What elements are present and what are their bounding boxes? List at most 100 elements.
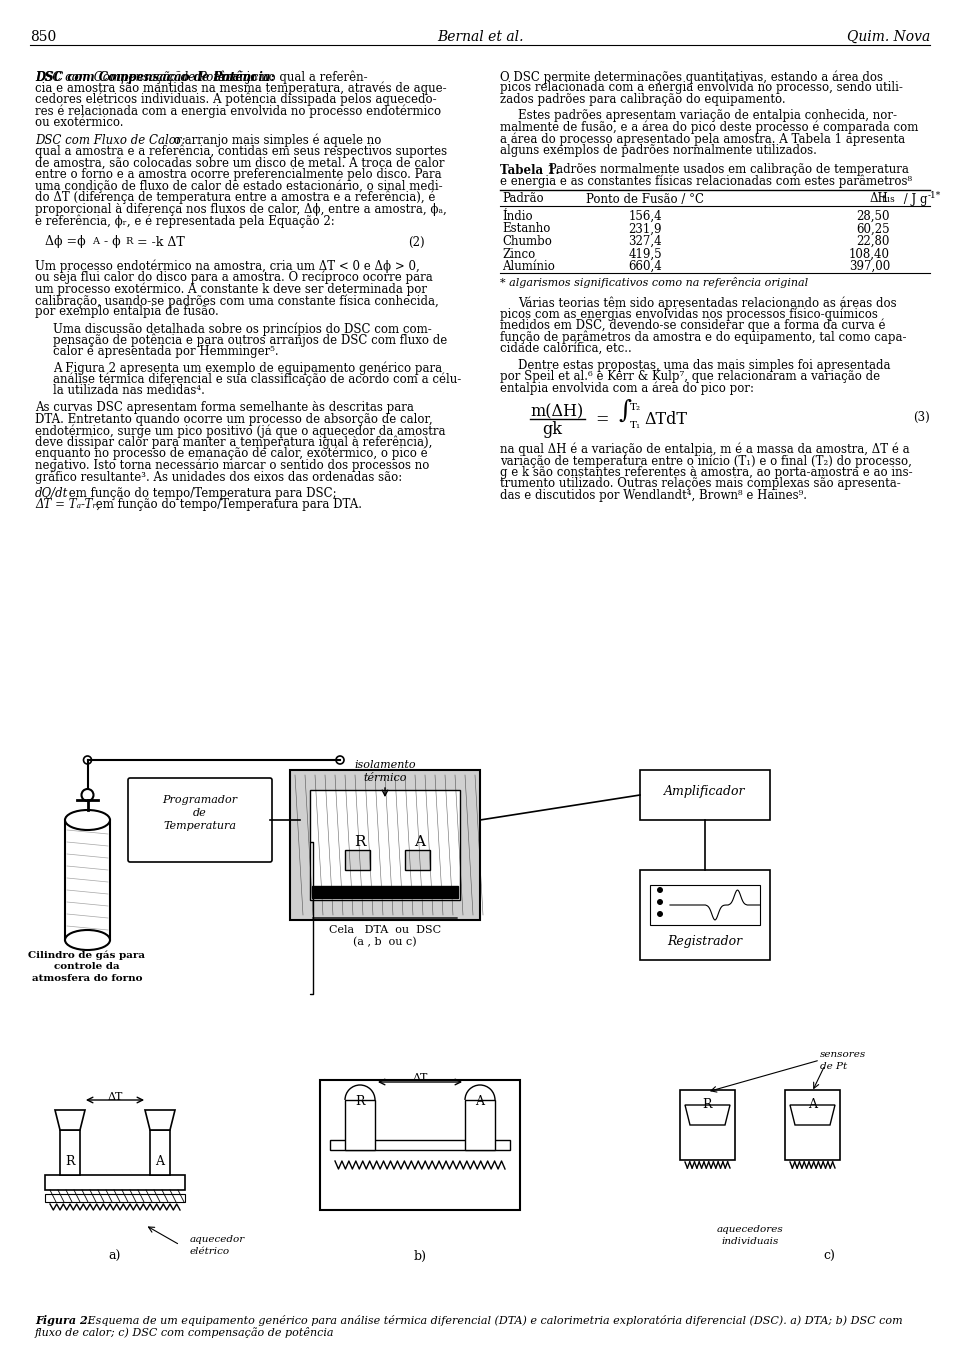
- Text: uma condição de fluxo de calor de estado estacionário, o sinal medi-: uma condição de fluxo de calor de estado…: [35, 179, 443, 193]
- Text: 327,4: 327,4: [628, 235, 661, 248]
- Text: atmosfera do forno: atmosfera do forno: [32, 974, 142, 983]
- Text: -1*: -1*: [928, 190, 941, 199]
- Text: aquecedor: aquecedor: [190, 1235, 245, 1243]
- Text: entalpia envolvida com a área do pico por:: entalpia envolvida com a área do pico po…: [500, 381, 754, 395]
- Text: c): c): [823, 1250, 835, 1262]
- Text: zados padrões para calibração do equipamento.: zados padrões para calibração do equipam…: [500, 94, 785, 106]
- Text: endotérmico, surge um pico positivo (já que o aquecedor da amostra: endotérmico, surge um pico positivo (já …: [35, 424, 445, 438]
- Ellipse shape: [65, 810, 110, 830]
- Text: medidos em DSC, devendo-se considerar que a forma da curva é: medidos em DSC, devendo-se considerar qu…: [500, 319, 885, 332]
- Text: Padrão: Padrão: [502, 193, 543, 206]
- Polygon shape: [145, 1111, 175, 1130]
- Text: * algarismos significativos como na referência original: * algarismos significativos como na refe…: [500, 277, 808, 287]
- Text: 60,25: 60,25: [856, 222, 890, 236]
- Text: Ponto de Fusão / °C: Ponto de Fusão / °C: [586, 193, 704, 206]
- Text: Cilindro de gás para: Cilindro de gás para: [29, 951, 146, 960]
- Text: dQ/dt: dQ/dt: [35, 487, 68, 499]
- Text: Chumbo: Chumbo: [502, 235, 552, 248]
- Text: Esquema de um equipamento genérico para análise térmica diferencial (DTA) e calo: Esquema de um equipamento genérico para …: [84, 1315, 902, 1326]
- Text: malmente de fusão, e a área do pico deste processo é comparada com: malmente de fusão, e a área do pico dest…: [500, 121, 919, 134]
- Bar: [290, 770, 480, 919]
- Polygon shape: [60, 1130, 80, 1176]
- Text: das e discutidos por Wendlandt⁴, Brown⁸ e Haines⁹.: das e discutidos por Wendlandt⁴, Brown⁸ …: [500, 490, 807, 502]
- Text: A: A: [415, 835, 425, 849]
- Text: 660,4: 660,4: [628, 260, 661, 273]
- Text: R: R: [125, 237, 132, 247]
- Bar: [405, 850, 430, 871]
- Text: gráfico resultante³. As unidades dos eixos das ordenadas são:: gráfico resultante³. As unidades dos eix…: [35, 471, 402, 484]
- Text: (3): (3): [913, 411, 930, 424]
- Text: deve dissipar calor para manter a temperatura igual à referência),: deve dissipar calor para manter a temper…: [35, 435, 432, 449]
- Text: em função do tempo/Temperatura para DTA.: em função do tempo/Temperatura para DTA.: [92, 498, 362, 511]
- Bar: [312, 885, 458, 898]
- Text: R: R: [355, 1096, 365, 1108]
- Text: Amplificador: Amplificador: [664, 785, 746, 797]
- Text: Dentre estas propostas, uma das mais simples foi apresentada: Dentre estas propostas, uma das mais sim…: [518, 358, 891, 372]
- Bar: [45, 1176, 185, 1191]
- Text: / J g: / J g: [900, 193, 927, 206]
- Text: enquanto no processo de emanação de calor, exotérmico, o pico é: enquanto no processo de emanação de calo…: [35, 447, 427, 461]
- Text: Programador: Programador: [162, 795, 237, 805]
- Text: negativo. Isto torna necessário marcar o sentido dos processos no: negativo. Isto torna necessário marcar o…: [35, 458, 429, 472]
- Text: Δϕ =ϕ: Δϕ =ϕ: [45, 236, 85, 248]
- Text: a): a): [108, 1250, 121, 1262]
- Text: =: =: [595, 411, 609, 428]
- Text: isolamento: isolamento: [354, 759, 416, 770]
- Text: Padrões normalmente usados em calibração de temperatura: Padrões normalmente usados em calibração…: [545, 164, 909, 176]
- Text: 156,4: 156,4: [628, 210, 661, 222]
- Text: A Figura 2 apresenta um exemplo de equipamento genérico para: A Figura 2 apresenta um exemplo de equip…: [53, 362, 443, 376]
- Text: As curvas DSC apresentam forma semelhante às descritas para: As curvas DSC apresentam forma semelhant…: [35, 401, 414, 414]
- Polygon shape: [465, 1100, 495, 1150]
- Text: ΔT: ΔT: [108, 1092, 123, 1102]
- Text: Estes padrões apresentam variação de entalpia conhecida, nor-: Estes padrões apresentam variação de ent…: [518, 110, 897, 122]
- Text: aquecedores: aquecedores: [716, 1224, 783, 1234]
- FancyBboxPatch shape: [128, 778, 272, 862]
- Text: controle da: controle da: [54, 961, 120, 971]
- Text: (a , b  ou c): (a , b ou c): [353, 937, 417, 948]
- Text: elétrico: elétrico: [190, 1248, 230, 1256]
- Text: ∫: ∫: [618, 400, 631, 423]
- Text: arranjo no qual a referên-: arranjo no qual a referên-: [210, 71, 368, 84]
- Circle shape: [657, 911, 663, 917]
- Text: cedores elétricos individuais. A potência dissipada pelos aquecedo-: cedores elétricos individuais. A potênci…: [35, 94, 437, 107]
- Text: alguns exemplos de padrões normalmente utilizados.: alguns exemplos de padrões normalmente u…: [500, 144, 817, 157]
- Text: e referência, ϕᵣ, e é representada pela Equação 2:: e referência, ϕᵣ, e é representada pela …: [35, 214, 335, 228]
- Text: Temperatura: Temperatura: [163, 820, 236, 831]
- Text: a área do processo apresentado pela amostra. A Tabela 1 apresenta: a área do processo apresentado pela amos…: [500, 133, 905, 146]
- Bar: [785, 1090, 840, 1159]
- Text: 28,50: 28,50: [856, 210, 890, 222]
- Text: 231,9: 231,9: [628, 222, 661, 236]
- Text: A: A: [808, 1098, 817, 1111]
- Text: Alumínio: Alumínio: [502, 260, 555, 273]
- Text: ΔTdT: ΔTdT: [644, 411, 687, 428]
- Text: Estanho: Estanho: [502, 222, 550, 236]
- Bar: [680, 1090, 735, 1159]
- Text: Um processo endotérmico na amostra, cria um ΔT < 0 e Δϕ > 0,: Um processo endotérmico na amostra, cria…: [35, 259, 420, 273]
- Text: g e k são constantes referentes à amostra, ao porta-amostra e ao ins-: g e k são constantes referentes à amostr…: [500, 466, 913, 479]
- Text: fus: fus: [882, 194, 896, 203]
- Text: por Speil et al.⁶ e Kerr & Kulp⁷, que relacionaram a variação de: por Speil et al.⁶ e Kerr & Kulp⁷, que re…: [500, 370, 880, 382]
- Polygon shape: [65, 820, 110, 940]
- Text: em função do tempo/Temperatura para DSC;: em função do tempo/Temperatura para DSC;: [65, 487, 337, 499]
- Text: calibração, usando-se padrões com uma constante física conhecida,: calibração, usando-se padrões com uma co…: [35, 294, 439, 308]
- Text: picos relacionada com a energia envolvida no processo, sendo utili-: picos relacionada com a energia envolvid…: [500, 81, 902, 95]
- Bar: [650, 885, 760, 925]
- Text: DTA. Entretanto quando ocorre um processo de absorção de calor,: DTA. Entretanto quando ocorre um process…: [35, 412, 433, 426]
- Text: A: A: [475, 1096, 485, 1108]
- Text: (2): (2): [408, 236, 425, 248]
- Text: proporcional à diferença nos fluxos de calor, Δϕ, entre a amostra, ϕₐ,: proporcional à diferença nos fluxos de c…: [35, 202, 446, 216]
- Text: cia e amostra são mantidas na mesma temperatura, através de aque-: cia e amostra são mantidas na mesma temp…: [35, 81, 446, 95]
- Text: 108,40: 108,40: [849, 248, 890, 260]
- Text: sensores: sensores: [820, 1050, 866, 1059]
- Text: calor é apresentada por Hemminger⁵.: calor é apresentada por Hemminger⁵.: [53, 344, 278, 358]
- Polygon shape: [55, 1111, 85, 1130]
- Text: Registrador: Registrador: [667, 936, 743, 948]
- Text: na qual ΔH é a variação de entalpia, m é a massa da amostra, ΔT é a: na qual ΔH é a variação de entalpia, m é…: [500, 443, 910, 457]
- Text: um processo exotérmico. A constante k deve ser determinada por: um processo exotérmico. A constante k de…: [35, 282, 427, 296]
- Text: variação de temperatura entre o início (T₁) e o final (T₂) do processo,: variação de temperatura entre o início (…: [500, 454, 912, 468]
- Text: pensação de potência e para outros arranjos de DSC com fluxo de: pensação de potência e para outros arran…: [53, 334, 447, 347]
- Text: - ϕ: - ϕ: [100, 236, 121, 248]
- Text: 22,80: 22,80: [856, 235, 890, 248]
- Text: do ΔT (diferença de temperatura entre a amostra e a referência), é: do ΔT (diferença de temperatura entre a …: [35, 191, 436, 205]
- Bar: [640, 770, 770, 820]
